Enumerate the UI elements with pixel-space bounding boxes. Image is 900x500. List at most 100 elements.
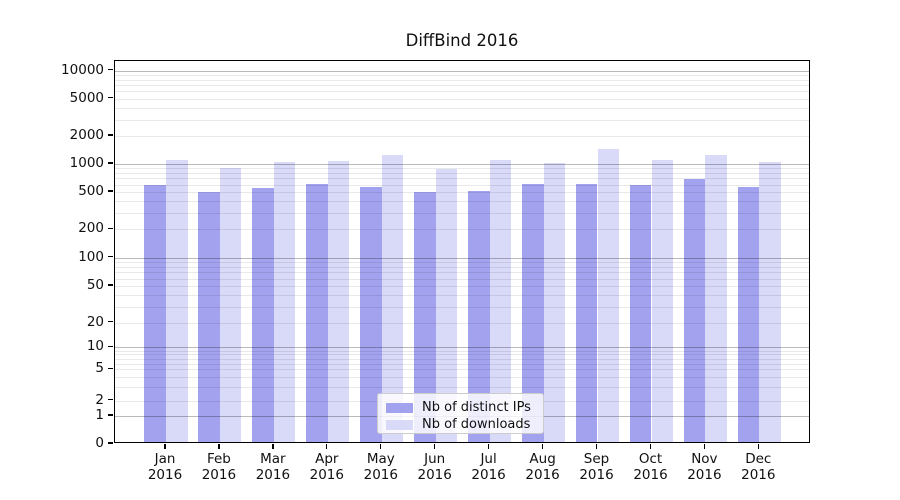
major-gridline-10000: [115, 70, 809, 72]
y-tick-mark-10: [108, 345, 113, 347]
bar-distinct-ips-sep: [575, 184, 598, 442]
bar-downloads-mar: [273, 161, 296, 442]
x-tick-mark-jul: [487, 444, 490, 449]
minor-gridline-90: [115, 262, 809, 263]
y-tick-mark-1: [108, 414, 113, 416]
minor-gridline-6: [115, 363, 809, 365]
bar-distinct-ips-feb: [198, 192, 220, 442]
bar-distinct-ips-jul: [468, 190, 490, 442]
major-gridline-1000: [115, 164, 809, 165]
y-tick-label-200: 200: [78, 220, 104, 237]
minor-gridline-8: [115, 354, 809, 356]
minor-gridline-4000: [115, 107, 809, 109]
legend-label-1: Nb of downloads: [422, 417, 531, 432]
minor-gridline-5: [115, 369, 809, 371]
bar-downloads-oct: [651, 159, 674, 442]
minor-gridline-300: [115, 212, 809, 214]
major-gridline-10: [115, 347, 809, 349]
bar-distinct-ips-mar: [252, 187, 274, 442]
x-tick-mark-sep: [595, 444, 598, 449]
minor-gridline-4: [115, 376, 809, 378]
x-tick-mark-jan: [164, 444, 166, 449]
x-tick-mark-aug: [541, 444, 544, 449]
legend-row-0: Nb of distinct IPs: [386, 400, 535, 415]
y-tick-mark-100: [108, 256, 113, 258]
bar-distinct-ips-dec: [737, 187, 760, 442]
y-tick-mark-500: [108, 190, 113, 192]
bar-distinct-ips-aug: [522, 184, 544, 442]
minor-gridline-900: [115, 168, 809, 170]
y-tick-mark-50: [108, 284, 113, 286]
chart-title: DiffBind 2016: [405, 31, 519, 50]
minor-gridline-20: [115, 322, 809, 324]
minor-gridline-400: [115, 201, 809, 203]
y-tick-mark-10000: [108, 69, 113, 71]
minor-gridline-500: [115, 192, 809, 193]
bar-downloads-jul: [489, 159, 512, 442]
x-tick-label-dec: Dec 2016: [741, 451, 776, 483]
y-tick-label-1: 1: [95, 407, 104, 423]
minor-gridline-9: [115, 350, 809, 352]
minor-gridline-7000: [115, 85, 809, 87]
legend-row-1: Nb of downloads: [386, 417, 535, 432]
y-tick-label-2000: 2000: [69, 127, 104, 143]
x-tick-label-jul: Jul 2016: [471, 451, 506, 483]
legend-swatch-0: [386, 402, 413, 413]
bars-layer: [115, 61, 809, 442]
y-tick-label-1000: 1000: [69, 155, 104, 171]
x-tick-label-jun: Jun 2016: [417, 451, 452, 483]
y-tick-mark-5000: [108, 97, 113, 99]
x-tick-mark-may: [380, 444, 382, 449]
x-tick-label-aug: Aug 2016: [525, 451, 560, 483]
bar-distinct-ips-oct: [629, 184, 652, 442]
bar-downloads-may: [381, 154, 404, 442]
y-tick-mark-200: [108, 227, 113, 229]
y-tick-label-500: 500: [78, 183, 104, 199]
minor-gridline-50: [115, 286, 809, 287]
x-tick-label-oct: Oct 2016: [633, 451, 668, 483]
bar-downloads-jun: [435, 169, 458, 442]
minor-gridline-5000: [115, 98, 809, 100]
minor-gridline-70: [115, 272, 809, 274]
y-tick-label-10: 10: [86, 338, 104, 355]
x-tick-label-nov: Nov 2016: [687, 451, 722, 483]
x-tick-label-sep: Sep 2016: [579, 451, 614, 483]
legend-label-0: Nb of distinct IPs: [422, 400, 531, 415]
y-tick-label-50: 50: [86, 277, 104, 293]
minor-gridline-80: [115, 266, 809, 268]
x-tick-mark-jun: [434, 444, 436, 449]
minor-gridline-40: [115, 294, 809, 296]
y-tick-mark-0: [108, 442, 113, 444]
minor-gridline-60: [115, 278, 809, 280]
minor-gridline-3000: [115, 119, 809, 121]
bar-distinct-ips-jun: [414, 192, 436, 442]
x-tick-mark-mar: [272, 444, 274, 449]
bar-distinct-ips-may: [360, 186, 382, 442]
minor-gridline-700: [115, 178, 809, 180]
minor-gridline-30: [115, 306, 809, 308]
x-tick-mark-nov: [703, 444, 706, 449]
y-tick-label-5000: 5000: [69, 89, 104, 106]
x-tick-label-mar: Mar 2016: [255, 451, 291, 483]
minor-gridline-9000: [115, 75, 809, 76]
plot-area: [114, 60, 810, 443]
minor-gridline-3: [115, 386, 809, 388]
minor-gridline-6000: [115, 91, 809, 93]
bar-downloads-apr: [327, 161, 350, 442]
major-gridline-100: [115, 257, 809, 259]
legend-swatch-1: [386, 419, 413, 430]
bar-distinct-ips-jan: [144, 184, 166, 442]
bar-distinct-ips-apr: [306, 184, 328, 442]
bar-downloads-feb: [219, 168, 242, 442]
y-tick-label-2: 2: [95, 391, 104, 408]
x-tick-label-feb: Feb 2016: [201, 451, 237, 483]
y-tick-label-5: 5: [95, 360, 104, 377]
y-tick-mark-2: [108, 398, 113, 401]
x-tick-label-apr: Apr 2016: [309, 451, 344, 483]
x-tick-label-may: May 2016: [363, 451, 398, 483]
x-tick-mark-feb: [218, 444, 220, 449]
minor-gridline-600: [115, 184, 809, 186]
y-tick-label-0: 0: [95, 435, 104, 451]
y-tick-mark-2000: [108, 134, 113, 136]
